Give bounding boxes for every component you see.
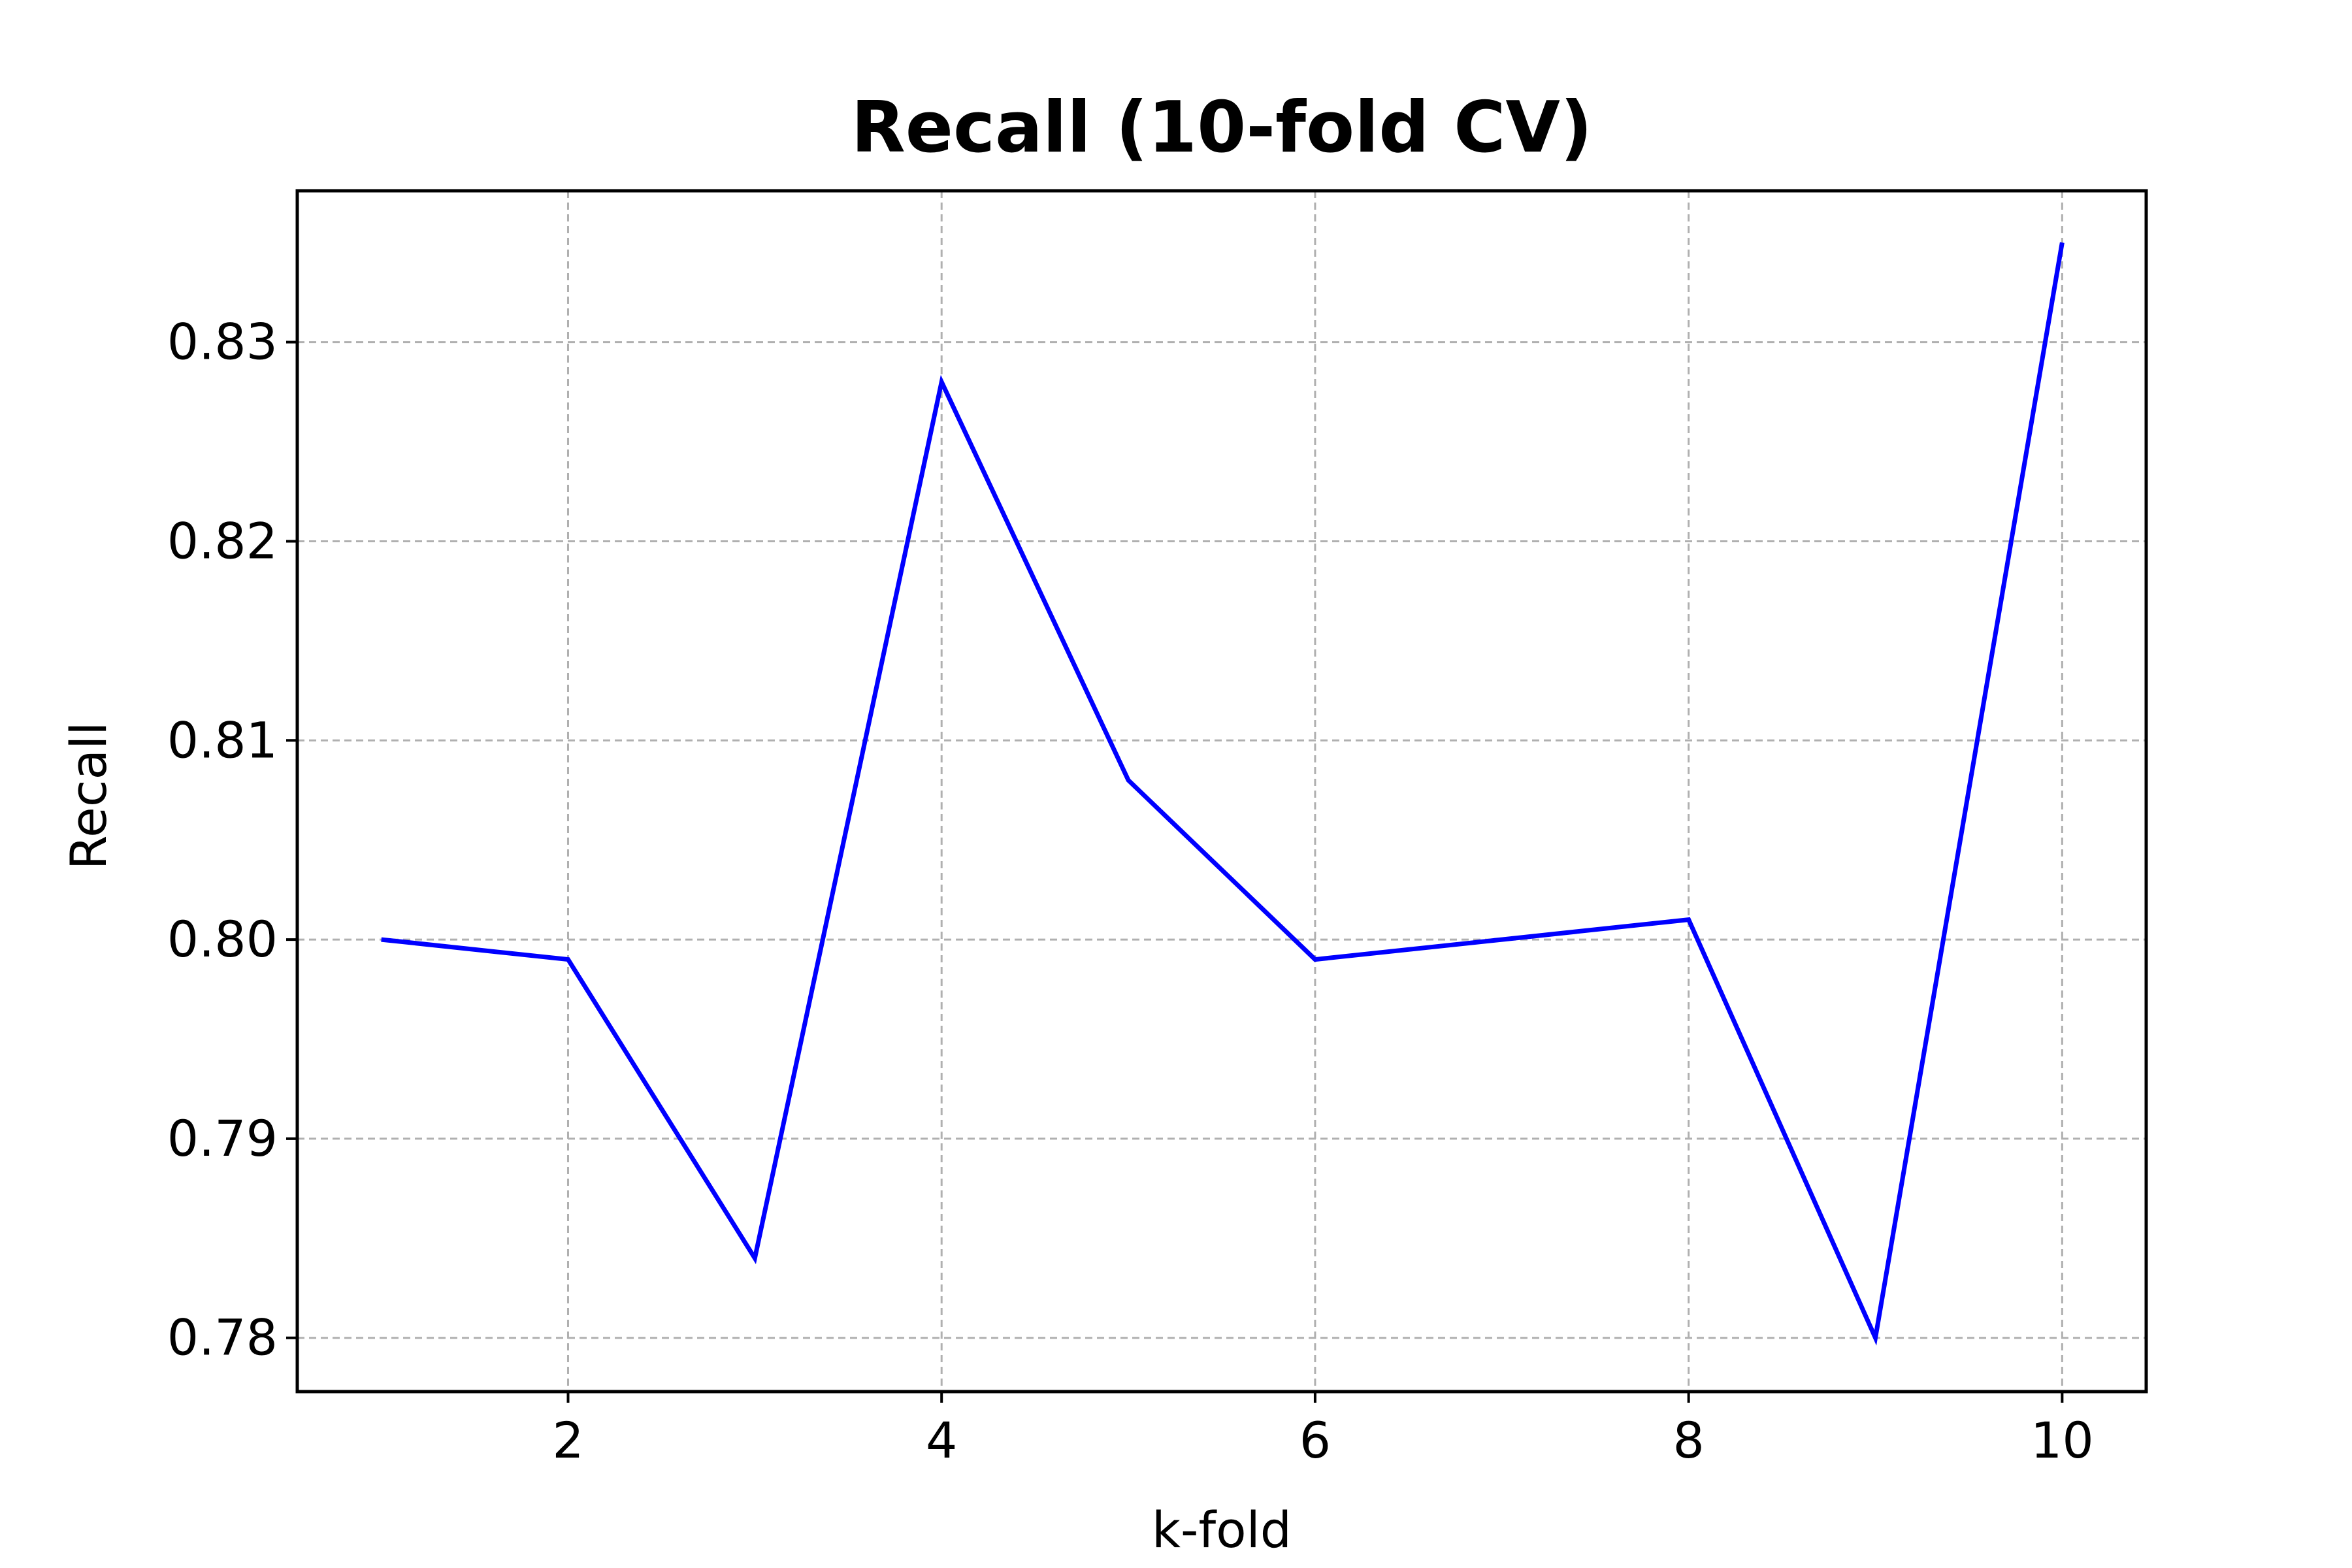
- x-axis-label: k-fold: [1152, 1501, 1292, 1559]
- y-tick-label: 0.80: [167, 910, 278, 968]
- x-tick-label: 6: [1299, 1411, 1331, 1469]
- y-tick-label: 0.78: [167, 1309, 278, 1367]
- x-axis-ticks: 2 4 6 8 10: [552, 1392, 2094, 1469]
- x-tick-label: 2: [552, 1411, 583, 1469]
- x-tick-label: 4: [926, 1411, 957, 1469]
- recall-series-line: [381, 242, 2065, 1346]
- x-tick-label: 10: [2031, 1411, 2094, 1469]
- y-tick-label: 0.79: [167, 1109, 278, 1168]
- y-axis-ticks: 0.78 0.79 0.80 0.81 0.82 0.83: [167, 313, 297, 1367]
- series-layer: [381, 242, 2065, 1346]
- y-tick-label: 0.82: [167, 512, 278, 570]
- chart-title: Recall (10-fold CV): [851, 87, 1593, 169]
- x-tick-label: 8: [1673, 1411, 1704, 1469]
- y-axis-label: Recall: [59, 722, 118, 870]
- plot-frame: [295, 189, 2148, 1394]
- y-tick-label: 0.83: [167, 313, 278, 371]
- y-tick-label: 0.81: [167, 711, 278, 769]
